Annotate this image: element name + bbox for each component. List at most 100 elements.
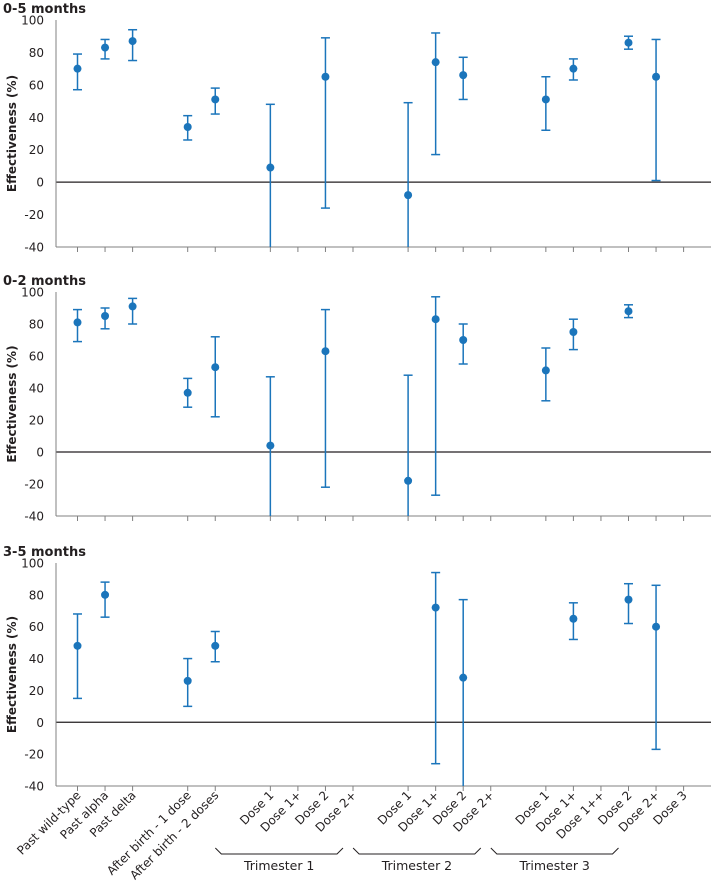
y-tick-label: 80	[29, 318, 44, 332]
data-point	[458, 598, 468, 786]
point-estimate	[183, 388, 192, 397]
panel-title: 3-5 months	[3, 545, 86, 560]
y-tick-label: 100	[21, 557, 44, 571]
point-estimate	[431, 58, 440, 67]
y-tick-label: -20	[24, 478, 44, 492]
point-estimate	[211, 363, 220, 372]
y-tick-label: 0	[36, 176, 44, 190]
point-estimate	[183, 123, 192, 132]
group-bracket	[490, 847, 619, 855]
data-point	[624, 582, 633, 625]
data-point	[265, 376, 275, 516]
point-estimate	[128, 302, 137, 311]
data-point	[210, 336, 220, 418]
y-tick-label: 0	[36, 446, 44, 460]
data-point	[541, 76, 551, 132]
y-tick-label: 40	[29, 382, 44, 396]
y-tick-label: -40	[24, 510, 44, 524]
point-estimate	[652, 72, 661, 81]
data-point	[210, 630, 220, 663]
data-point	[403, 101, 413, 247]
y-tick-label: -40	[24, 241, 44, 255]
panel-title: 0-2 months	[3, 274, 86, 289]
y-tick-label: 60	[29, 350, 44, 364]
data-point	[73, 53, 82, 91]
data-point	[183, 114, 193, 141]
y-tick-label: 20	[29, 143, 44, 157]
data-point	[651, 584, 661, 751]
point-estimate	[569, 64, 578, 73]
point-estimate	[211, 641, 220, 650]
point-estimate	[431, 603, 440, 612]
panel-3: 3-5 months Effectiveness (%) 100 80 60 40 20 0 -…	[3, 545, 711, 794]
point-estimate	[404, 476, 413, 485]
y-tick-label: 0	[36, 716, 44, 730]
point-estimate	[459, 673, 468, 682]
y-tick-label: -40	[24, 780, 44, 794]
y-tick-label: -20	[24, 748, 44, 762]
point-estimate	[404, 191, 413, 200]
y-axis-label: Effectiveness (%)	[5, 75, 19, 192]
data-point	[403, 374, 413, 516]
data-point	[431, 571, 441, 765]
point-estimate	[624, 38, 633, 47]
data-point	[568, 602, 578, 641]
data-point	[183, 657, 193, 708]
point-estimate	[73, 641, 82, 650]
point-estimate	[73, 318, 82, 327]
y-tick-label: 60	[29, 78, 44, 92]
data-point	[624, 35, 633, 50]
group-bracket	[214, 847, 344, 855]
data-point	[651, 38, 661, 182]
y-axis-label: Effectiveness (%)	[5, 616, 19, 733]
data-point	[320, 37, 330, 209]
group-label: Trimester 3	[518, 858, 589, 873]
point-estimate	[431, 315, 440, 324]
point-estimate	[211, 95, 220, 104]
y-tick-label: 80	[29, 588, 44, 602]
data-point	[183, 377, 193, 408]
point-estimate	[541, 95, 550, 104]
data-point	[128, 28, 138, 62]
point-estimate	[569, 328, 578, 336]
y-tick-label: 100	[21, 14, 44, 28]
group-label: Trimester 2	[381, 858, 452, 873]
point-estimate	[101, 312, 110, 320]
data-point	[320, 308, 330, 488]
data-point	[100, 307, 110, 330]
point-estimate	[624, 595, 633, 604]
data-point	[210, 87, 220, 115]
data-point	[73, 308, 82, 343]
data-point	[541, 347, 551, 402]
point-estimate	[128, 37, 137, 46]
y-tick-label: 80	[29, 46, 44, 60]
panel-1: 0-5 months Effectiveness (%) 100 80 60 40 20 0 -…	[3, 2, 711, 255]
y-axis-label: Effectiveness (%)	[5, 345, 19, 462]
data-point	[458, 323, 468, 365]
y-tick-label: 40	[29, 652, 44, 666]
data-point	[568, 318, 578, 351]
point-estimate	[101, 43, 110, 52]
y-tick-label: 40	[29, 111, 44, 125]
data-point	[431, 296, 441, 496]
data-point	[624, 304, 633, 319]
panel-2: 0-2 months Effectiveness (%) 100 80 60 40 20 0 -…	[3, 274, 711, 524]
group-bracket	[352, 847, 482, 855]
y-tick-label: 20	[29, 684, 44, 698]
point-estimate	[101, 590, 110, 599]
point-estimate	[459, 71, 468, 80]
point-estimate	[266, 441, 275, 450]
point-estimate	[266, 163, 275, 172]
data-point	[100, 38, 110, 60]
y-tick-label: -20	[24, 208, 44, 222]
y-tick-label: 60	[29, 620, 44, 634]
data-point	[265, 103, 275, 247]
group-label: Trimester 1	[243, 858, 314, 873]
data-point	[458, 56, 468, 101]
panel-title: 0-5 months	[3, 2, 86, 17]
point-estimate	[183, 676, 192, 685]
point-estimate	[569, 614, 578, 623]
data-point	[128, 297, 138, 325]
y-tick-label: 100	[21, 286, 44, 300]
